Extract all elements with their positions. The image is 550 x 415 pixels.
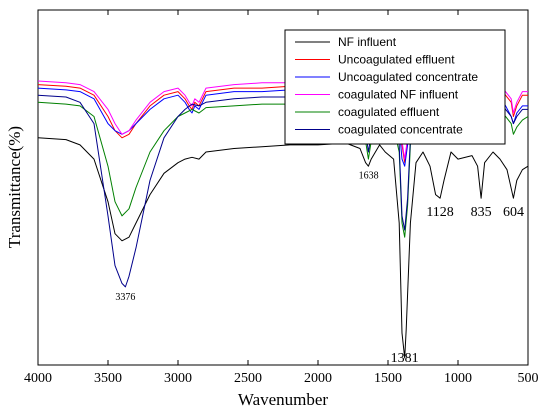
legend-label: Uncoagulated effluent: [338, 53, 455, 67]
legend-label: NF influent: [338, 35, 397, 49]
peak-annotation: 835: [471, 205, 492, 220]
x-tick-label: 1500: [374, 371, 402, 386]
legend-box: [284, 29, 506, 145]
peak-annotation: 1638: [359, 170, 379, 181]
series-line: [37, 137, 529, 359]
x-tick-label: 3500: [94, 371, 122, 386]
legend-label: coagulated concentrate: [338, 123, 463, 137]
x-axis-ticks: 4000 3500 3000 2500 2000 1500 1000 500: [24, 10, 539, 386]
x-tick-label: 3000: [164, 371, 192, 386]
peak-annotation: 1128: [426, 205, 453, 220]
x-tick-label: 500: [518, 371, 539, 386]
peak-annotation: 604: [503, 205, 524, 220]
x-tick-label: 4000: [24, 371, 52, 386]
peak-annotation: 1381: [391, 351, 419, 366]
legend-label: coagulated effluent: [338, 105, 440, 119]
legend-label: Uncoagulated concentrate: [338, 70, 478, 84]
x-tick-label: 2000: [304, 371, 332, 386]
legend: NF influent Uncoagulated effluent Uncoagul…: [284, 29, 506, 145]
y-axis-title: Transmittance(%): [5, 126, 24, 248]
peak-annotations: 3376 1638 1381 1128 835 604: [115, 170, 524, 366]
x-axis-title: Wavenumber: [238, 390, 329, 409]
x-tick-label: 2500: [234, 371, 262, 386]
x-tick-label: 1000: [444, 371, 472, 386]
peak-annotation: 3376: [115, 292, 135, 303]
legend-label: coagulated NF influent: [338, 88, 459, 102]
